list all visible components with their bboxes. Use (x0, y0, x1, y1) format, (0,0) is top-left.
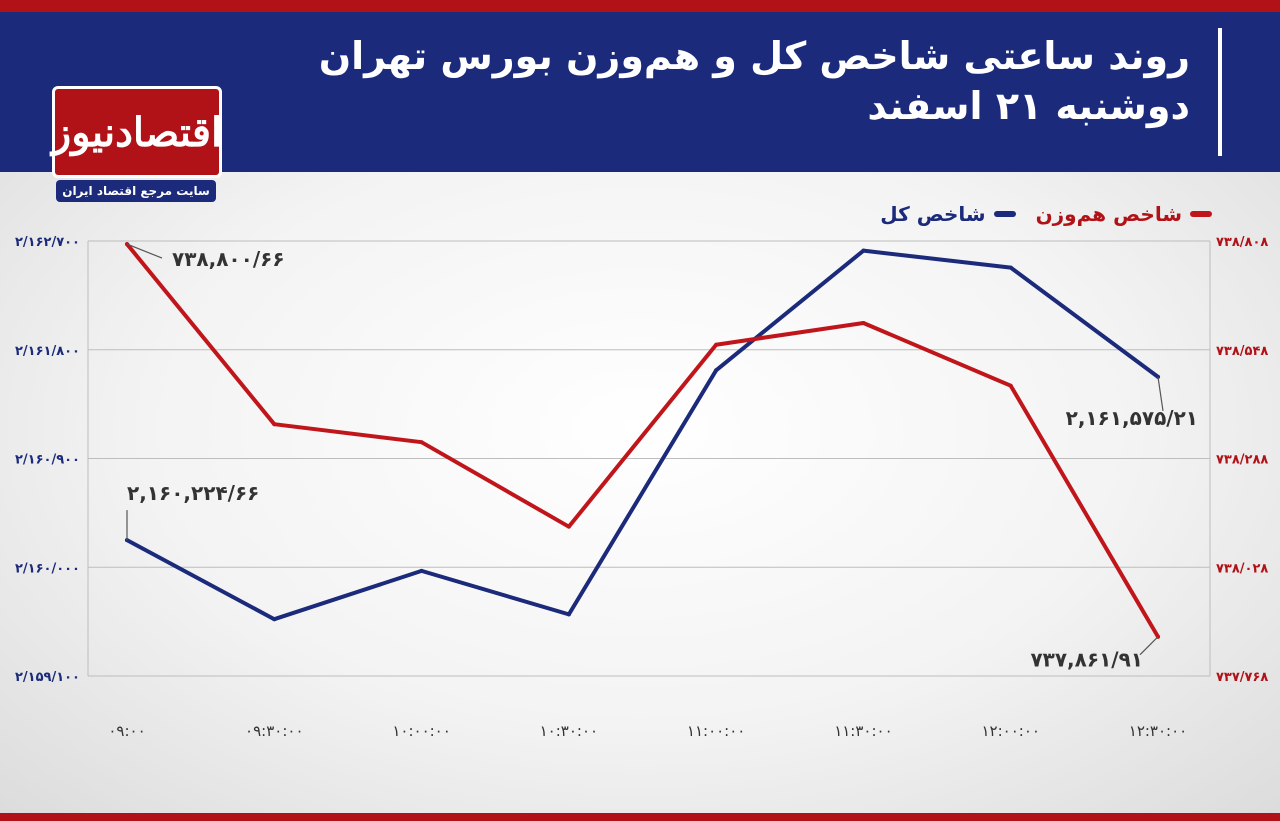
annotation-label: ۷۳۷,۸۶۱/۹۱ (1030, 648, 1143, 672)
page-subtitle: دوشنبه ۲۱ اسفند (867, 83, 1190, 128)
left-axis-tick-label: ۲/۱۶۰/۹۰۰ (15, 453, 80, 468)
legend-label-total-index: شاخص کل (880, 202, 986, 226)
data-point-equal-weight (566, 524, 571, 529)
right-axis-tick-label: ۷۳۸/۵۴۸ (1216, 344, 1268, 359)
x-axis-tick-label: ۱۲:۰۰:۰۰ (981, 722, 1039, 740)
x-axis-tick-label: ۰۹:۰۰ (108, 722, 145, 740)
data-point-total-index (566, 612, 571, 617)
legend-item-total-index: شاخص کل (880, 202, 1016, 226)
x-axis-tick-label: ۱۱:۰۰:۰۰ (687, 722, 745, 740)
left-axis-tick-label: ۲/۱۶۰/۰۰۰ (15, 561, 80, 576)
x-axis-tick-label: ۱۱:۳۰:۰۰ (834, 722, 892, 740)
x-axis-tick-label: ۱۲:۳۰:۰۰ (1129, 722, 1187, 740)
left-axis-tick-label: ۲/۱۵۹/۱۰۰ (15, 670, 80, 685)
annotation-label: ۲,۱۶۰,۲۲۴/۶۶ (127, 481, 259, 505)
data-point-equal-weight (861, 320, 866, 325)
right-axis-tick-label: ۷۳۸/۲۸۸ (1216, 453, 1268, 468)
title-block: روند ساعتی شاخص کل و هم‌وزن بورس تهران د… (319, 34, 1190, 129)
legend-label-equal-weight: شاخص هم‌وزن (1035, 202, 1182, 226)
legend-swatch-total-index (993, 211, 1016, 217)
bottom-accent-strip (0, 813, 1280, 821)
brand-tagline: سایت مرجع اقتصاد ایران (56, 180, 216, 202)
chart-legend: شاخص هم‌وزن شاخص کل (880, 202, 1212, 226)
data-point-total-index (419, 568, 424, 573)
series-line-equal-weight (125, 242, 1160, 639)
data-point-equal-weight (1008, 383, 1013, 388)
title-divider (1218, 28, 1222, 156)
plot-background (0, 172, 1280, 813)
data-point-equal-weight (714, 342, 719, 347)
data-point-total-index (1008, 265, 1013, 270)
annotation-label: ۲,۱۶۱,۵۷۵/۲۱ (1066, 406, 1198, 430)
x-axis-tick-label: ۱۰:۰۰:۰۰ (392, 722, 450, 740)
data-point-total-index (861, 248, 866, 253)
brand-logo: اقتصادنیوز (52, 86, 222, 178)
annotation-label: ۷۳۸,۸۰۰/۶۶ (172, 247, 285, 271)
legend-swatch-equal-weight (1190, 211, 1212, 217)
right-axis-tick-label: ۷۳۸/۸۰۸ (1216, 235, 1268, 250)
x-axis-tick-label: ۱۰:۳۰:۰۰ (540, 722, 598, 740)
top-accent-strip (0, 0, 1280, 12)
annotation-leader (126, 243, 163, 259)
data-point-equal-weight (419, 440, 424, 445)
data-point-equal-weight (272, 422, 277, 427)
legend-item-equal-weight: شاخص هم‌وزن (1036, 202, 1212, 226)
annotation-leader (1157, 376, 1164, 411)
series-line-total-index (125, 248, 1160, 622)
left-axis-tick-label: ۲/۱۶۱/۸۰۰ (15, 344, 80, 359)
right-axis-tick-label: ۷۳۷/۷۶۸ (1216, 670, 1268, 685)
annotation-leader (1139, 636, 1159, 656)
right-axis-tick-label: ۷۳۸/۰۲۸ (1216, 561, 1268, 576)
data-point-total-index (272, 617, 277, 622)
page-title: روند ساعتی شاخص کل و هم‌وزن بورس تهران (318, 34, 1190, 78)
left-axis-tick-label: ۲/۱۶۲/۷۰۰ (15, 235, 80, 250)
data-point-total-index (714, 368, 719, 373)
x-axis-tick-label: ۰۹:۳۰:۰۰ (245, 722, 303, 740)
